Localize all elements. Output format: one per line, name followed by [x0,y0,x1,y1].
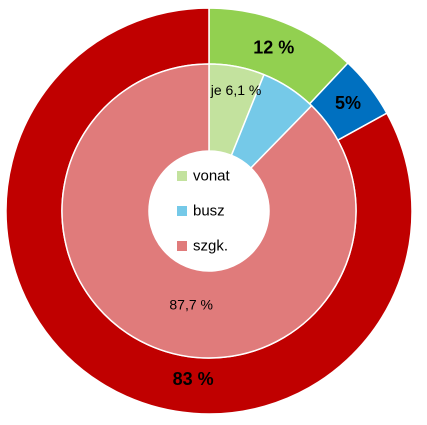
legend-label-vonat: vonat [193,168,231,185]
outer-label-busz: 5% [335,93,361,113]
legend-label-busz: busz [193,203,225,220]
slice-labels: 12 % 5% 83 % je 6,1 % 87,7 % [169,37,361,389]
legend-label-szgk: szgk. [193,238,228,255]
outer-label-vonat: 12 % [253,37,294,57]
inner-ring [61,63,357,359]
legend-swatch-szgk [177,241,187,251]
legend-swatch-busz [177,206,187,216]
inner-label-szgk: 87,7 % [169,296,213,312]
outer-label-szgk: 83 % [173,369,214,389]
legend-swatch-vonat [177,171,187,181]
inner-label-vonat: je 6,1 % [210,82,262,98]
legend: vonat busz szgk. [177,168,231,255]
outer-ring [5,7,413,415]
